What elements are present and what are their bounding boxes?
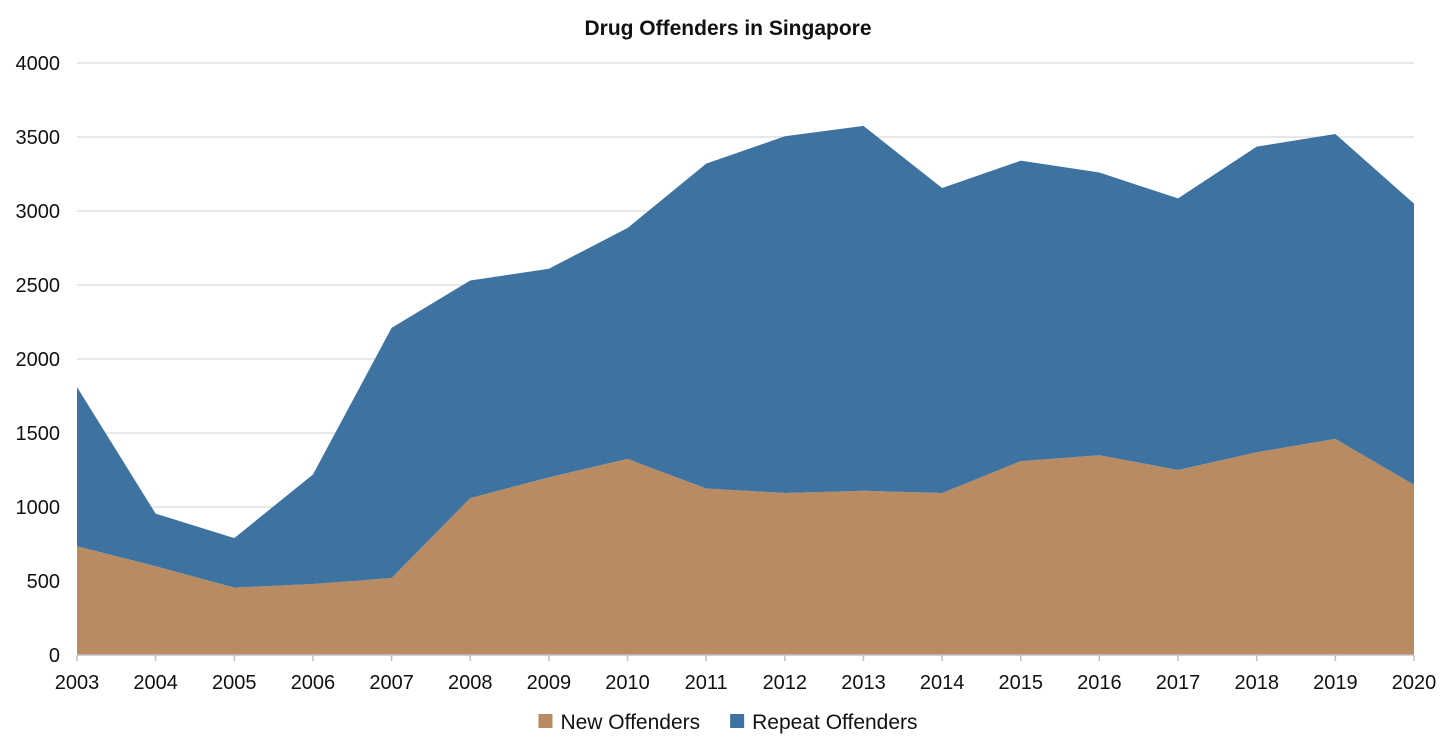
y-tick-label: 1000	[16, 497, 61, 519]
axes: 0 500 1000 1500 2000 2500 3000 3500 4000 2003 2004…	[16, 53, 1437, 694]
legend-item: Repeat Offenders	[730, 711, 918, 734]
x-tick-label: 2019	[1313, 672, 1358, 694]
legend-item: New Offenders	[538, 711, 700, 734]
y-tick-label: 500	[27, 571, 60, 593]
area-series-layer	[76, 125, 1415, 655]
area-new-offenders	[77, 438, 1414, 655]
x-tick-label: 2015	[999, 672, 1044, 694]
x-tick-label: 2007	[369, 672, 414, 694]
y-tick-label: 0	[49, 645, 60, 667]
legend-swatch	[730, 714, 745, 728]
x-tick-label: 2018	[1234, 672, 1279, 694]
x-tick-label: 2011	[685, 672, 728, 694]
y-tick-label: 4000	[16, 53, 61, 75]
area-repeat-offenders	[77, 125, 1414, 588]
x-tick-label: 2012	[763, 672, 808, 694]
x-tick-label: 2004	[133, 672, 178, 694]
y-tick-label: 1500	[16, 423, 61, 445]
y-tick-label: 3000	[16, 201, 61, 223]
x-tick-label: 2016	[1077, 672, 1122, 694]
legend-swatch	[538, 714, 553, 728]
chart-title: Drug Offenders in Singapore	[584, 17, 871, 40]
x-tick-label: 2008	[448, 672, 493, 694]
legend-label: New Offenders	[560, 711, 700, 734]
x-tick-label: 2010	[605, 672, 650, 694]
x-tick-label: 2013	[841, 672, 886, 694]
legend-label: Repeat Offenders	[752, 711, 917, 734]
x-tick-label: 2017	[1156, 672, 1201, 694]
x-tick-label: 2006	[291, 672, 336, 694]
x-tick-label: 2014	[920, 672, 965, 694]
legend: New Offenders Repeat Offenders	[538, 711, 918, 734]
y-tick-label: 3500	[16, 127, 61, 149]
x-tick-label: 2009	[527, 672, 572, 694]
x-tick-label: 2003	[55, 672, 100, 694]
x-tick-label: 2005	[212, 672, 257, 694]
x-tick-label: 2020	[1392, 672, 1437, 694]
y-tick-label: 2000	[16, 349, 61, 371]
y-tick-label: 2500	[16, 275, 61, 297]
